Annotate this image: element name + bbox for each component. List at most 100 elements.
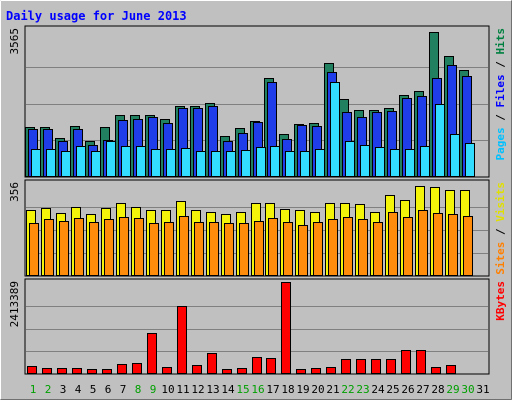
series-kbytes — [27, 282, 456, 374]
bar-kbytes-day-6 — [102, 369, 112, 374]
bar-kbytes-day-7 — [117, 364, 127, 374]
bar-sites-day-9 — [149, 223, 159, 276]
axis-title-part: Sites — [494, 242, 507, 275]
day-label-28: 28 — [431, 383, 444, 396]
day-label-19: 19 — [296, 383, 309, 396]
bar-kbytes-day-27 — [416, 350, 426, 374]
y-max-label: 2413389 — [8, 281, 21, 327]
bar-kbytes-day-15 — [237, 368, 247, 374]
day-label-27: 27 — [416, 383, 429, 396]
day-label-8: 8 — [135, 383, 142, 396]
bar-kbytes-day-4 — [72, 368, 82, 374]
bar-pages-day-3 — [61, 151, 71, 177]
bar-sites-day-20 — [313, 222, 323, 276]
bar-sites-day-17 — [268, 218, 278, 276]
bar-pages-day-30 — [465, 143, 475, 177]
day-label-7: 7 — [120, 383, 127, 396]
bar-sites-day-22 — [343, 217, 353, 276]
bar-kbytes-day-2 — [42, 368, 52, 374]
axis-title-part: Files — [494, 74, 507, 107]
bar-pages-day-5 — [91, 151, 101, 177]
day-label-21: 21 — [326, 383, 339, 396]
bar-kbytes-day-13 — [207, 353, 217, 374]
bar-kbytes-day-26 — [401, 350, 411, 374]
bar-pages-day-25 — [390, 149, 400, 177]
panel-visits-sites: 356 Sites / Visits — [8, 179, 507, 277]
bar-kbytes-day-17 — [266, 358, 276, 374]
bar-sites-day-15 — [239, 223, 249, 276]
bar-pages-day-10 — [166, 149, 176, 177]
bar-pages-day-12 — [196, 151, 206, 177]
bar-kbytes-day-28 — [431, 367, 441, 374]
bar-pages-day-1 — [31, 149, 41, 177]
bar-pages-day-29 — [450, 134, 460, 177]
day-label-3: 3 — [60, 383, 67, 396]
bar-sites-day-4 — [74, 218, 84, 276]
bar-sites-day-6 — [104, 219, 114, 276]
bar-kbytes-day-12 — [192, 365, 202, 374]
bar-kbytes-day-24 — [371, 359, 381, 374]
bar-kbytes-day-21 — [326, 367, 336, 374]
axis-title-part: / — [494, 108, 507, 128]
day-label-1: 1 — [30, 383, 37, 396]
day-label-31: 31 — [476, 383, 489, 396]
bar-kbytes-day-11 — [177, 306, 187, 374]
bar-pages-day-26 — [405, 149, 415, 177]
bar-kbytes-day-14 — [222, 369, 232, 374]
bar-sites-day-27 — [418, 210, 428, 276]
bar-pages-day-8 — [136, 146, 146, 177]
day-label-24: 24 — [371, 383, 385, 396]
bar-sites-day-12 — [194, 222, 204, 276]
axis-title-part: KBytes — [494, 281, 507, 321]
bar-pages-day-28 — [435, 104, 445, 177]
day-label-13: 13 — [206, 383, 219, 396]
bar-sites-day-18 — [283, 222, 293, 276]
y-max-label: 356 — [8, 182, 21, 202]
day-label-11: 11 — [176, 383, 189, 396]
bar-sites-day-30 — [463, 216, 473, 276]
y-max-label: 3565 — [8, 28, 21, 55]
axis-title: Sites / Visits — [494, 182, 507, 275]
bar-pages-day-11 — [181, 148, 191, 177]
bar-pages-day-9 — [151, 149, 161, 177]
x-axis-day-labels: 1 2 3 4 5 6 7 8 9 10 11 12 13 14 15 16 17 18 19 20 21 22 23 24 2… — [30, 383, 490, 396]
day-label-25: 25 — [386, 383, 399, 396]
bar-sites-day-2 — [44, 219, 54, 276]
bar-pages-day-18 — [285, 151, 295, 177]
day-label-26: 26 — [401, 383, 414, 396]
day-label-23: 23 — [356, 383, 369, 396]
bar-pages-day-4 — [76, 146, 86, 177]
bar-pages-day-19 — [300, 151, 310, 177]
day-label-12: 12 — [191, 383, 204, 396]
bar-sites-day-10 — [164, 222, 174, 276]
bar-sites-day-8 — [134, 218, 144, 276]
bar-sites-day-19 — [298, 225, 308, 276]
bar-kbytes-day-3 — [57, 368, 67, 374]
day-label-15: 15 — [236, 383, 249, 396]
bar-sites-day-21 — [328, 219, 338, 276]
bar-kbytes-day-18 — [281, 282, 291, 374]
bar-sites-day-23 — [358, 219, 368, 276]
bar-pages-day-6 — [106, 141, 116, 177]
bar-kbytes-day-20 — [311, 368, 321, 374]
day-label-4: 4 — [75, 383, 82, 396]
panel-hits-files-pages: 3565 Pages / Files / Hits — [8, 25, 507, 178]
bar-pages-day-7 — [121, 146, 131, 177]
bar-pages-day-14 — [226, 151, 236, 177]
bar-kbytes-day-16 — [252, 357, 262, 374]
bar-pages-day-20 — [315, 149, 325, 177]
day-label-10: 10 — [161, 383, 174, 396]
bar-sites-day-1 — [29, 223, 39, 276]
day-label-16: 16 — [251, 383, 264, 396]
axis-title-part: / — [494, 55, 507, 75]
bar-pages-day-17 — [270, 146, 280, 177]
bar-kbytes-day-22 — [341, 359, 351, 374]
axis-title-part: Pages — [494, 127, 507, 160]
bar-kbytes-day-10 — [162, 367, 172, 374]
bar-pages-day-13 — [211, 151, 221, 177]
bar-pages-day-27 — [420, 146, 430, 177]
day-label-29: 29 — [446, 383, 459, 396]
bar-pages-day-24 — [375, 147, 385, 177]
bar-sites-day-26 — [403, 217, 413, 276]
